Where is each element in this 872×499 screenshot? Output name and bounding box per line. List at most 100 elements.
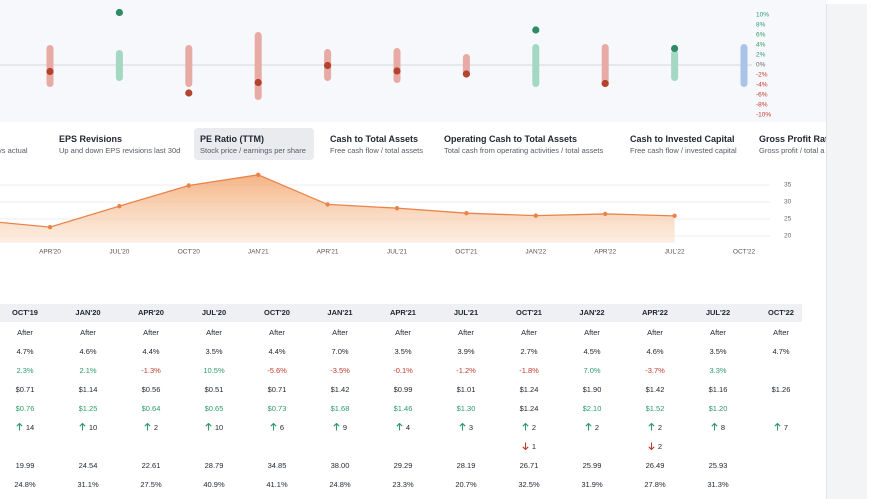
revision-count: 2 xyxy=(594,423,600,432)
x-tick-label: JAN'21 xyxy=(248,249,269,256)
metric-tab[interactable]: Gross Profit Ratio Gross profit / total a xyxy=(759,133,826,156)
metric-tab[interactable]: Operating Cash to Total Assets Total cash… xyxy=(444,133,603,156)
tab-title: Cash to Total Assets xyxy=(330,134,419,144)
revision-count: 10 xyxy=(88,423,98,432)
tab-subtitle: Total cash from operating activities / t… xyxy=(444,146,604,155)
table-cell: 28.19 xyxy=(456,461,476,470)
table-cell: -1.8% xyxy=(519,366,539,375)
x-tick-label: APR'20 xyxy=(39,249,61,256)
strip-tick-label: -10% xyxy=(756,112,771,119)
table-cell: 4.7% xyxy=(772,347,790,356)
table-cell: 2 xyxy=(499,422,559,432)
revision-count: 10 xyxy=(214,423,224,432)
up-arrow xyxy=(459,422,466,431)
table-cell: After xyxy=(773,328,789,337)
table-cell: 19.99 xyxy=(15,461,35,470)
range-bar xyxy=(740,44,748,87)
down-arrow xyxy=(648,442,655,451)
tab-title: Cash to Invested Capital xyxy=(630,134,735,144)
pe-point xyxy=(394,205,400,211)
table-cell: $0.51 xyxy=(204,385,224,394)
surprise-dot xyxy=(46,67,54,76)
surprise-band xyxy=(0,0,826,122)
tab-subtitle: vs actual xyxy=(0,146,28,155)
range-bar xyxy=(393,48,401,83)
column-header: JUL'22 xyxy=(705,308,731,317)
x-tick-label: JAN'22 xyxy=(525,249,546,256)
column-header: JAN'21 xyxy=(327,308,353,317)
metric-tab[interactable]: EPS Revisions Up and down EPS revisions l… xyxy=(59,133,180,156)
column-header: JUL'21 xyxy=(453,308,479,317)
table-cell: $2.10 xyxy=(582,404,602,413)
tab-title-spacer xyxy=(0,133,28,145)
x-tick-label: JUL'21 xyxy=(387,249,407,256)
table-cell: $0.65 xyxy=(204,404,224,413)
x-tick-label: JUL'22 xyxy=(665,249,685,256)
up-arrow xyxy=(711,422,718,431)
metric-tab[interactable]: vs actual xyxy=(0,133,28,156)
column-header: JUL'20 xyxy=(201,308,227,317)
table-cell: 24.8% xyxy=(14,480,36,489)
table-cell: $0.64 xyxy=(141,404,161,413)
revision-count: 2 xyxy=(531,423,537,432)
surprise-dot xyxy=(254,78,262,87)
revision-count: 1 xyxy=(531,442,537,451)
y-tick-label: 20 xyxy=(784,233,792,240)
x-tick-label: APR'22 xyxy=(594,249,616,256)
table-cell: 4.6% xyxy=(79,347,97,356)
table-cell: $0.99 xyxy=(393,385,413,394)
table-cell: 3.5% xyxy=(394,347,412,356)
table-cell: 14 xyxy=(0,422,55,432)
table-cell: $0.73 xyxy=(267,404,287,413)
table-cell: After xyxy=(584,328,600,337)
table-cell: $1.14 xyxy=(78,385,98,394)
table-cell: 2.3% xyxy=(16,366,34,375)
table-cell: 1 xyxy=(499,442,559,451)
pe-point xyxy=(186,183,191,188)
strip-tick-label: -6% xyxy=(756,92,768,99)
strip-tick-label: 2% xyxy=(756,52,766,59)
surprise-dot xyxy=(115,8,123,17)
metric-tab[interactable]: Cash to Invested Capital Free cash flow /… xyxy=(630,133,737,156)
table-cell: $1.16 xyxy=(708,385,728,394)
table-cell: $1.20 xyxy=(708,404,728,413)
table-cell: After xyxy=(332,328,348,337)
up-arrow xyxy=(774,422,781,431)
tab-subtitle: Stock price / earnings per share xyxy=(200,146,306,155)
x-tick-label: OCT'20 xyxy=(178,249,201,256)
tab-subtitle: Up and down EPS revisions last 30d xyxy=(59,146,181,155)
range-bar xyxy=(115,50,123,81)
table-cell: 10 xyxy=(58,422,118,432)
up-arrow xyxy=(333,422,340,431)
up-arrow xyxy=(205,422,212,431)
strip-tick-label: -8% xyxy=(756,102,768,109)
table-cell: 20.7% xyxy=(455,480,477,489)
table-cell: After xyxy=(521,328,537,337)
metric-tab[interactable]: Cash to Total Assets Free cash flow / tot… xyxy=(330,133,423,156)
table-header: OCT'19 JAN'20 APR'20 JUL'20 OCT'20 JAN'21 APR'… xyxy=(0,304,802,322)
table-cell: 41.1% xyxy=(266,480,288,489)
table-cell: $1.68 xyxy=(330,404,350,413)
tab-title: PE Ratio (TTM) xyxy=(200,134,264,144)
table-cell: 2 xyxy=(625,442,685,451)
pe-point xyxy=(117,203,122,209)
table-cell: 7.0% xyxy=(583,366,601,375)
table-cell: After xyxy=(458,328,474,337)
up-arrow xyxy=(522,422,529,431)
column-header: APR'22 xyxy=(642,308,668,317)
column-header: APR'21 xyxy=(390,308,416,317)
table-cell: -0.1% xyxy=(393,366,413,375)
surprise-dot xyxy=(671,44,679,53)
table-cell: 4.7% xyxy=(16,347,34,356)
table-cell: -1.3% xyxy=(141,366,161,375)
table-cell: $1.30 xyxy=(456,404,476,413)
revision-count: 4 xyxy=(405,423,411,432)
tab-title: EPS Revisions xyxy=(59,134,123,144)
table-cell: 26.49 xyxy=(645,461,665,470)
table-cell: 4 xyxy=(373,422,433,432)
pe-point xyxy=(533,213,538,218)
range-bar xyxy=(185,45,193,87)
strip-tick-label: 8% xyxy=(756,22,766,29)
metric-tab[interactable]: PE Ratio (TTM) Stock price / earnings per… xyxy=(194,128,314,160)
